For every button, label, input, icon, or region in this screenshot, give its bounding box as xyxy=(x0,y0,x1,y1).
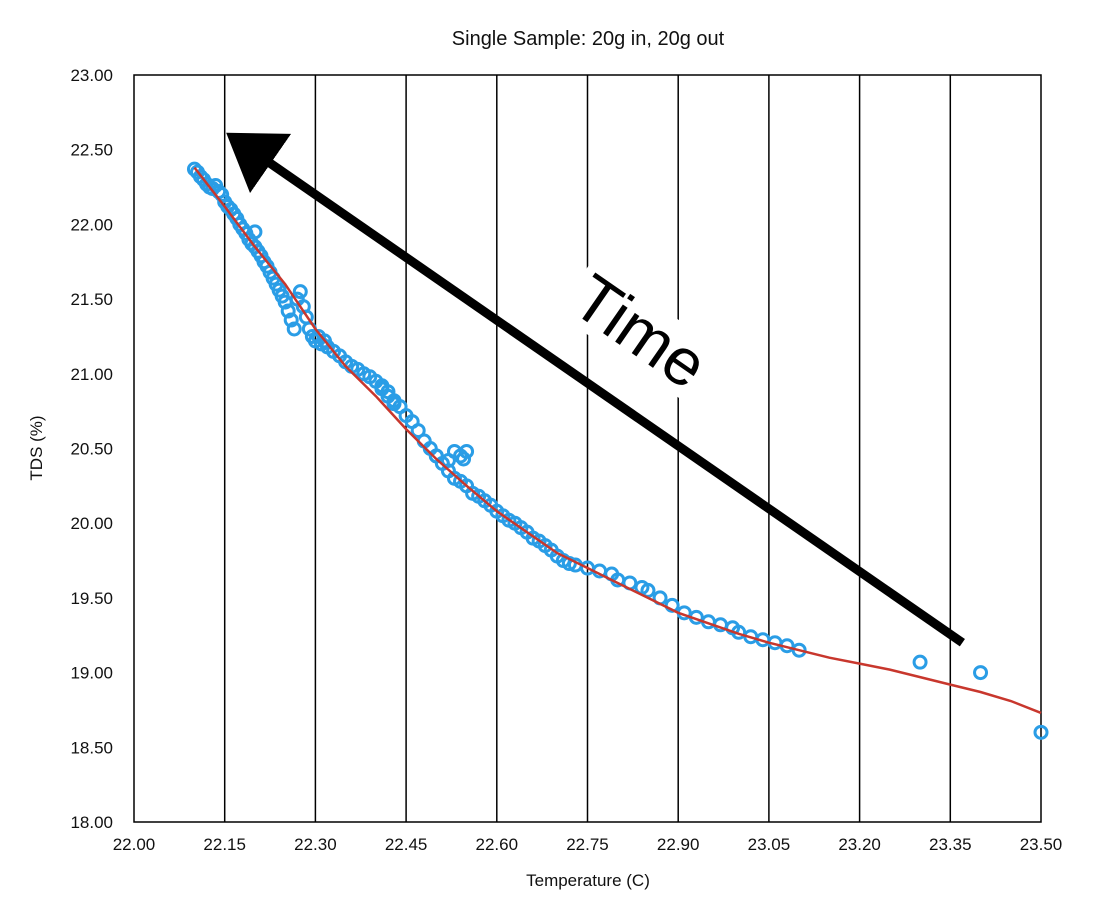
x-axis-label: Temperature (C) xyxy=(526,871,650,890)
x-tick-labels: 22.00 22.15 22.30 22.45 22.60 22.75 22.90 23.05… xyxy=(113,835,1063,854)
y-tick-label: 19.00 xyxy=(70,664,113,683)
y-tick-label: 18.50 xyxy=(70,738,113,757)
y-tick-labels: 23.00 22.50 22.00 21.50 21.00 20.50 20.00 19.50… xyxy=(70,66,113,832)
x-tick-label: 23.35 xyxy=(929,835,972,854)
y-axis-label: TDS (%) xyxy=(27,415,46,480)
y-tick-label: 22.50 xyxy=(70,141,113,160)
y-tick-label: 21.50 xyxy=(70,290,113,309)
x-tick-label: 23.20 xyxy=(838,835,881,854)
x-tick-label: 23.05 xyxy=(748,835,791,854)
y-tick-label: 19.50 xyxy=(70,589,113,608)
x-tick-label: 22.00 xyxy=(113,835,156,854)
x-tick-label: 22.30 xyxy=(294,835,337,854)
x-tick-label: 22.90 xyxy=(657,835,700,854)
x-tick-label: 22.75 xyxy=(566,835,609,854)
y-tick-label: 20.50 xyxy=(70,440,113,459)
y-tick-label: 20.00 xyxy=(70,514,113,533)
x-tick-label: 22.15 xyxy=(203,835,246,854)
y-tick-label: 22.00 xyxy=(70,215,113,234)
x-tick-label: 23.50 xyxy=(1020,835,1063,854)
y-tick-label: 23.00 xyxy=(70,66,113,85)
y-tick-label: 18.00 xyxy=(70,813,113,832)
chart-title: Single Sample: 20g in, 20g out xyxy=(452,28,725,50)
y-tick-label: 21.00 xyxy=(70,365,113,384)
x-tick-label: 22.45 xyxy=(385,835,428,854)
x-tick-label: 22.60 xyxy=(476,835,519,854)
